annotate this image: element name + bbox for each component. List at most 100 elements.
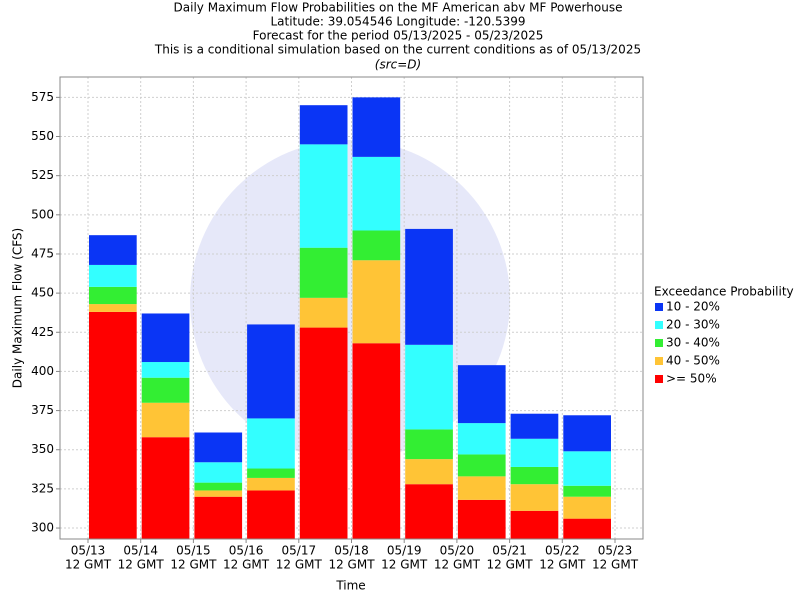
bar-segment	[89, 311, 137, 539]
legend-swatch	[655, 303, 663, 311]
legend-swatch	[655, 375, 663, 383]
legend-label: 20 - 30%	[666, 318, 720, 332]
bar-segment	[510, 438, 559, 467]
x-tick-label: 12 GMT	[434, 558, 481, 572]
bar-segment	[405, 344, 453, 430]
bar-segment	[299, 144, 348, 248]
bar-segment	[352, 260, 401, 344]
legend-label: >= 50%	[666, 372, 717, 386]
x-tick-label: 12 GMT	[276, 558, 323, 572]
y-tick-label: 400	[31, 364, 54, 378]
bar-segment	[141, 377, 190, 403]
legend-label: 40 - 50%	[666, 354, 720, 368]
title-line: Latitude: 39.054546 Longitude: -120.5399	[270, 15, 525, 29]
x-tick-label: 05/15	[176, 544, 211, 558]
bar-segment	[457, 499, 506, 539]
bar-segment	[299, 105, 348, 145]
x-tick-label: 05/17	[282, 544, 317, 558]
bar-segment	[563, 451, 611, 486]
bar-segment	[352, 230, 401, 261]
y-tick-label: 375	[31, 403, 54, 417]
bar-segment	[352, 343, 401, 539]
bar-segment	[299, 327, 348, 539]
bar-segment	[194, 462, 243, 483]
y-tick-label: 325	[31, 481, 54, 495]
bar-segment	[457, 423, 506, 455]
y-tick-label: 475	[31, 246, 54, 260]
bar-segment	[457, 476, 506, 500]
bar-segment	[247, 477, 295, 491]
legend-swatch	[655, 339, 663, 347]
bar-segment	[141, 313, 190, 363]
bar-segment	[510, 466, 559, 485]
bar-segment	[405, 429, 453, 460]
bar-segment	[194, 432, 243, 463]
x-tick-label: 05/14	[123, 544, 158, 558]
legend-title: Exceedance Probability	[654, 285, 794, 299]
y-tick-label: 525	[31, 168, 54, 182]
y-tick-label: 450	[31, 286, 54, 300]
bar-segment	[141, 362, 190, 378]
bar-segment	[405, 484, 453, 539]
x-tick-label: 05/22	[545, 544, 580, 558]
bar-segment	[405, 459, 453, 485]
x-tick-label: 12 GMT	[539, 558, 586, 572]
bar-segment	[247, 418, 295, 469]
y-tick-label: 575	[31, 90, 54, 104]
bar-segment	[247, 468, 295, 478]
x-tick-label: 05/23	[598, 544, 633, 558]
y-tick-label: 500	[31, 207, 54, 221]
bar-segment	[89, 264, 137, 287]
bar-segment	[352, 156, 401, 231]
bar-segment	[299, 297, 348, 328]
x-tick-label: 12 GMT	[487, 558, 534, 572]
y-tick-label: 550	[31, 129, 54, 143]
bar-segment	[247, 490, 295, 539]
bar-segment	[352, 97, 401, 157]
legend-label: 30 - 40%	[666, 336, 720, 350]
x-tick-label: 12 GMT	[381, 558, 428, 572]
bar-segment	[141, 437, 190, 539]
x-axis-label: Time	[335, 579, 365, 593]
legend-swatch	[655, 321, 663, 329]
bar-segment	[194, 482, 243, 491]
bar-segment	[563, 496, 611, 519]
y-tick-label: 300	[31, 521, 54, 535]
y-tick-label: 425	[31, 325, 54, 339]
bar-segment	[457, 365, 506, 424]
subtitle: (src=D)	[375, 58, 421, 72]
bar-segment	[299, 247, 348, 298]
title-line: Daily Maximum Flow Probabilities on the …	[174, 1, 623, 15]
y-tick-label: 350	[31, 442, 54, 456]
x-tick-label: 12 GMT	[223, 558, 270, 572]
bar-segment	[510, 413, 559, 439]
x-tick-label: 05/19	[387, 544, 422, 558]
x-tick-label: 12 GMT	[118, 558, 165, 572]
x-tick-label: 05/16	[229, 544, 264, 558]
bar-segment	[510, 484, 559, 511]
bar-segment	[405, 228, 453, 345]
bar-segment	[89, 304, 137, 312]
bar-segment	[89, 235, 137, 265]
bar-segment	[563, 485, 611, 497]
bar-segment	[247, 324, 295, 419]
x-tick-label: 05/21	[492, 544, 527, 558]
bar-segment	[457, 454, 506, 477]
x-tick-label: 12 GMT	[328, 558, 375, 572]
bar-segment	[563, 415, 611, 452]
x-tick-label: 05/18	[334, 544, 369, 558]
bar-segment	[194, 496, 243, 539]
legend-label: 10 - 20%	[666, 300, 720, 314]
x-tick-label: 12 GMT	[170, 558, 217, 572]
x-tick-label: 12 GMT	[592, 558, 639, 572]
bar-segment	[563, 518, 611, 539]
x-tick-label: 05/13	[71, 544, 106, 558]
title-line: This is a conditional simulation based o…	[154, 43, 641, 57]
legend-swatch	[655, 357, 663, 365]
x-tick-label: 12 GMT	[65, 558, 112, 572]
bar-segment	[510, 510, 559, 539]
bar-segment	[194, 490, 243, 497]
y-axis-label: Daily Maximum Flow (CFS)	[11, 228, 25, 388]
x-tick-label: 05/20	[440, 544, 475, 558]
